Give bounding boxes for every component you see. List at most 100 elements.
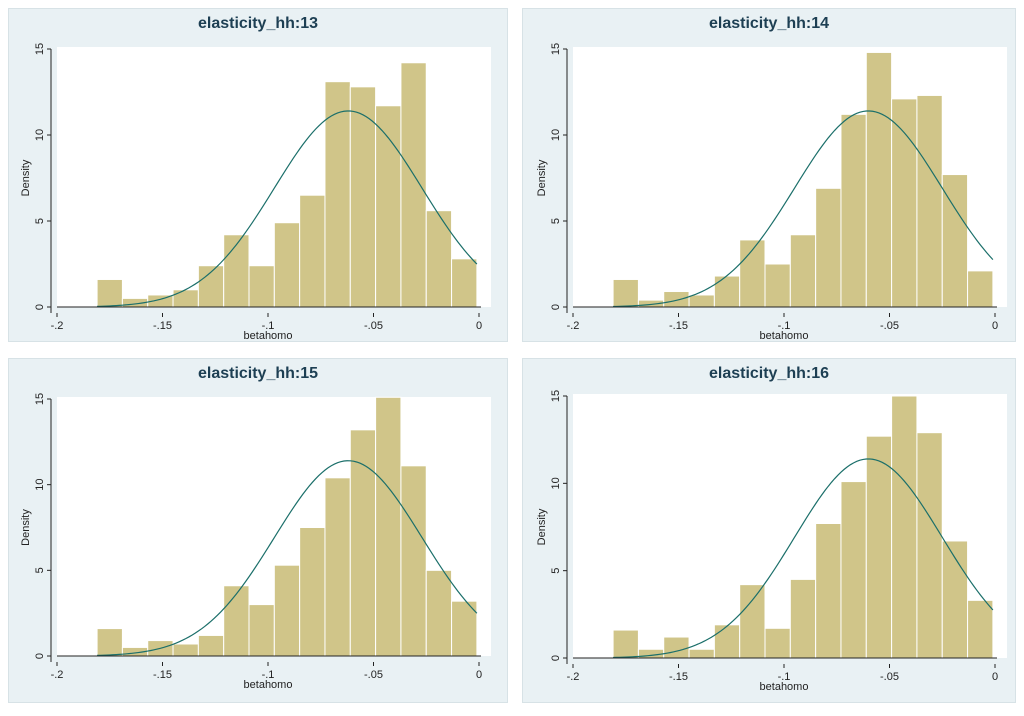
histogram-bar <box>425 210 453 308</box>
histogram-bar <box>349 86 377 308</box>
histogram-bar <box>273 222 301 308</box>
histogram-bar <box>400 62 427 308</box>
x-axis-label: betahomo <box>244 679 293 691</box>
histogram-bar <box>273 564 301 657</box>
histogram-bar <box>172 289 199 308</box>
histogram-bar <box>764 263 791 308</box>
x-tick-label: -.2 <box>51 669 64 681</box>
histogram-bar <box>324 81 351 308</box>
y-tick-label: 0 <box>34 304 46 310</box>
y-axis-label: Density <box>536 508 548 545</box>
histogram-bar <box>916 432 943 659</box>
histogram-bar <box>375 396 402 657</box>
histogram-bar <box>197 634 225 657</box>
histogram-chart-4: -.2 -.15 -.1 -.05 0 0 5 10 15 betahomo Density <box>536 390 1007 693</box>
x-tick-label: -.1 <box>778 320 791 332</box>
x-tick-label: -.05 <box>364 669 383 681</box>
histogram-bar <box>663 636 690 659</box>
x-tick-label: -.1 <box>778 671 791 683</box>
histogram-bar <box>891 395 918 659</box>
x-tick-label: 0 <box>992 671 998 683</box>
x-tick-label: -.15 <box>153 320 172 332</box>
chart-panel-4: elasticity_hh:16 -.2 -.15 -.1 -.05 0 0 5 10 15 be… <box>522 358 1016 703</box>
histogram-bar <box>96 278 123 308</box>
normal-density-curve <box>613 110 994 308</box>
histogram-chart-3: -.2 -.15 -.1 -.05 0 0 5 10 15 betahomo Density <box>20 393 491 691</box>
y-tick-label: 15 <box>34 393 46 405</box>
y-tick-label: 0 <box>550 304 562 310</box>
histogram-bar <box>349 429 377 657</box>
histogram-bar <box>713 624 741 659</box>
y-tick-label: 5 <box>34 567 46 573</box>
y-tick-label: 15 <box>34 43 46 55</box>
y-tick-label: 5 <box>34 218 46 224</box>
histogram-bar <box>451 600 478 657</box>
y-tick-label: 10 <box>34 129 46 141</box>
normal-density-curve <box>97 110 478 307</box>
x-tick-label: -.15 <box>153 669 172 681</box>
x-tick-label: -.1 <box>262 320 275 332</box>
histogram-bar <box>425 569 453 657</box>
histogram-bar <box>891 98 918 308</box>
x-tick-label: -.05 <box>364 320 383 332</box>
chart-title: elasticity_hh:16 <box>708 365 830 382</box>
histogram-chart-2: -.2 -.15 -.1 -.05 0 0 5 10 15 betahomo Density <box>536 43 1007 342</box>
histogram-bar <box>172 643 199 657</box>
x-tick-label: -.2 <box>567 320 580 332</box>
histogram-bar <box>688 294 715 308</box>
histogram-bar <box>840 113 867 308</box>
histogram-bar <box>688 648 715 659</box>
histogram-bar <box>612 629 639 659</box>
histogram-bar <box>865 435 893 659</box>
histogram-bar <box>739 239 766 308</box>
y-tick-label: 15 <box>550 390 562 402</box>
histogram-bar <box>299 527 326 657</box>
y-tick-label: 10 <box>550 477 562 489</box>
x-tick-label: -.05 <box>880 320 899 332</box>
chart-title: elasticity_hh:13 <box>197 15 319 32</box>
histogram-bar <box>324 477 351 657</box>
y-tick-label: 5 <box>550 568 562 574</box>
histogram-bar <box>916 94 943 308</box>
chart-panel-2: elasticity_hh:14 -.2 -.15 -.1 -.05 0 0 5 10 15 be… <box>522 8 1016 342</box>
x-tick-label: -.1 <box>262 669 275 681</box>
histogram-bar <box>400 465 427 657</box>
x-tick-label: -.15 <box>669 320 688 332</box>
normal-density-curve <box>97 460 478 656</box>
y-axis-label: Density <box>20 509 32 546</box>
histogram-bar <box>612 278 639 308</box>
histogram-bar <box>815 523 842 659</box>
histogram-bar <box>967 270 994 308</box>
y-tick-label: 10 <box>550 129 562 141</box>
y-tick-label: 0 <box>550 655 562 661</box>
histogram-bar <box>815 187 842 308</box>
x-tick-label: -.05 <box>880 671 899 683</box>
histogram-bar <box>663 291 690 308</box>
histogram-bar <box>739 584 766 659</box>
y-tick-label: 5 <box>550 218 562 224</box>
histogram-chart-1: -.2 -.15 -.1 -.05 0 0 5 10 15 betahomo Density <box>20 43 491 342</box>
histogram-bar <box>299 194 326 308</box>
chart-panel-3: elasticity_hh:15 -.2 -.15 -.1 -.05 0 0 5 10 15 be… <box>8 358 508 703</box>
histogram-bar <box>764 627 791 659</box>
histogram-bar <box>967 599 994 659</box>
y-axis-label: Density <box>20 159 32 196</box>
histogram-bar <box>451 258 478 308</box>
x-tick-label: -.15 <box>669 671 688 683</box>
histogram-bar <box>223 585 250 657</box>
histogram-bar <box>375 105 402 308</box>
histogram-bar <box>789 234 817 308</box>
y-tick-label: 0 <box>34 653 46 659</box>
histogram-bar <box>248 265 275 308</box>
x-tick-label: 0 <box>476 320 482 332</box>
histogram-bar <box>865 51 893 308</box>
y-tick-label: 10 <box>34 479 46 491</box>
normal-density-curve <box>613 458 994 659</box>
histogram-bar <box>941 174 969 308</box>
histogram-bar <box>96 628 123 657</box>
histogram-bar <box>223 234 250 308</box>
x-tick-label: 0 <box>992 320 998 332</box>
x-tick-label: -.2 <box>51 320 64 332</box>
histogram-bar <box>840 481 867 659</box>
x-tick-label: -.2 <box>567 671 580 683</box>
